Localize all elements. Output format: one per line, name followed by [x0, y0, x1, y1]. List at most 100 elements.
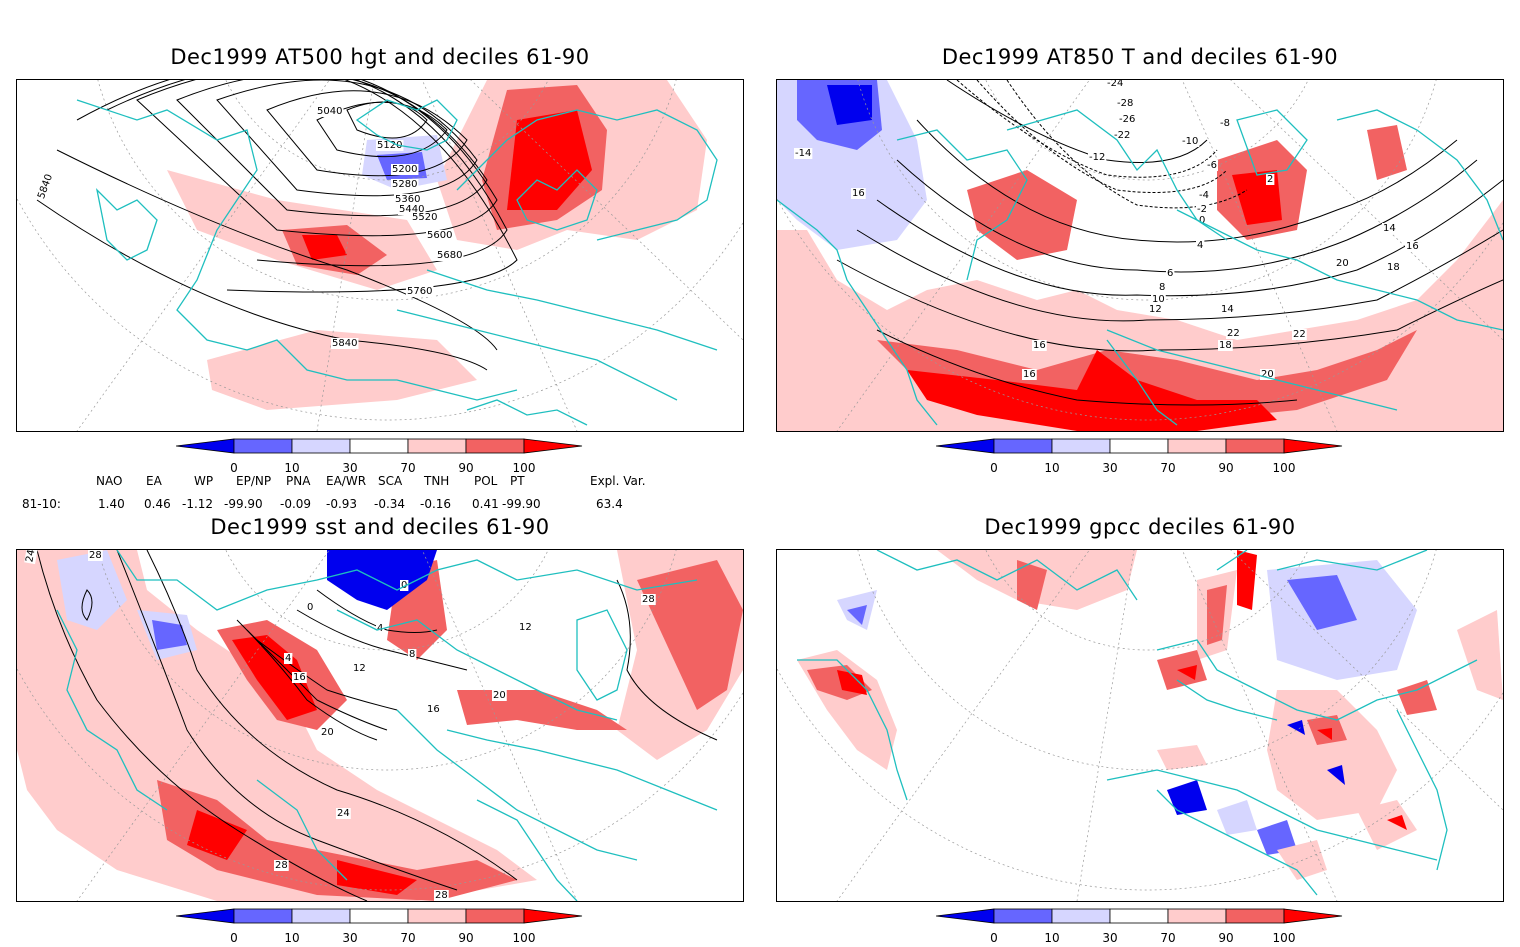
contour-label: 5760 — [407, 286, 432, 297]
anomaly-shade-red — [637, 560, 743, 710]
colorbar-z500: 0 10 30 70 90 100 — [175, 437, 596, 477]
colorbar-tick: 70 — [1160, 461, 1176, 475]
colorbar-tick: 0 — [990, 461, 998, 475]
coastlines — [797, 550, 1478, 896]
contour-label: 18 — [1219, 340, 1232, 351]
contour-label: 5360 — [395, 194, 420, 205]
anomaly-shade-blue — [152, 620, 187, 650]
contour-label: 16 — [427, 704, 440, 715]
contour-label: 16 — [1023, 369, 1036, 380]
contour-label: -10 — [1182, 136, 1198, 147]
colorbar-tick: 70 — [400, 461, 416, 475]
contour-label: 2 — [1267, 174, 1273, 185]
contour-label: 5600 — [427, 230, 452, 241]
anomaly-shade-red — [1367, 125, 1407, 180]
anomaly-shade-darkred — [907, 350, 1277, 431]
anomaly-shade-pink — [207, 330, 477, 410]
colorbar-tick: 90 — [458, 461, 474, 475]
contour-label: 4 — [285, 653, 291, 664]
contour-label: 16 — [1033, 340, 1046, 351]
contour-label: 16 — [1406, 241, 1419, 252]
panel-title-gpcc: Dec1999 gpcc deciles 61-90 — [984, 515, 1296, 539]
height-contours — [36, 80, 518, 371]
index-header: SCA — [378, 474, 403, 488]
contour-label: 4 — [1197, 240, 1203, 251]
contour-label: 12 — [353, 663, 366, 674]
anomaly-shade-pink — [17, 550, 537, 901]
contour-label: 5200 — [392, 164, 417, 175]
colorbar-scale — [175, 908, 583, 924]
anomaly-shade-darkred — [302, 235, 347, 260]
graticule — [777, 80, 1503, 431]
anomaly-shade-red — [157, 780, 517, 901]
index-header: NAO — [96, 474, 123, 488]
index-value: 1.40 — [98, 497, 125, 511]
contour-label: 8 — [409, 649, 415, 660]
contour-label: 20 — [321, 727, 334, 738]
index-header: PNA — [286, 474, 311, 488]
index-header: EA/WR — [326, 474, 367, 488]
colorbar-tick: 0 — [230, 461, 238, 475]
colorbar-tick: 100 — [1272, 461, 1296, 475]
contour-label: -22 — [1114, 130, 1130, 141]
anomaly-shade-red — [457, 690, 627, 730]
sst-contours — [36, 550, 718, 901]
colorbar-tick: 90 — [458, 931, 474, 945]
contour-label: 12 — [519, 622, 532, 633]
contour-label: 28 — [435, 890, 448, 901]
colorbar-tick: 0 — [230, 931, 238, 945]
contour-label: 4 — [377, 623, 383, 634]
colorbar-tick: 0 — [990, 931, 998, 945]
contour-label: 0 — [1199, 215, 1205, 226]
contour-label: 16 — [293, 672, 306, 683]
colorbar-tick: 70 — [1160, 931, 1176, 945]
colorbar-tick: 30 — [1102, 461, 1118, 475]
index-value: -0.34 — [374, 497, 406, 511]
map-gpcc — [777, 550, 1503, 901]
contour-label: 18 — [1387, 262, 1400, 273]
anomaly-shade-darkblue — [827, 85, 872, 125]
contour-label: 10 — [1152, 294, 1165, 305]
contour-label: 5680 — [437, 250, 462, 261]
index-value: -99.90 — [502, 497, 541, 511]
map-panel-gpcc — [776, 549, 1504, 902]
index-header: PT — [510, 474, 525, 488]
index-header: POL — [474, 474, 498, 488]
contour-label: 0 — [401, 580, 407, 591]
colorbar-tick: 100 — [512, 461, 536, 475]
contour-labels: 24 28 0 0 4 4 8 12 12 16 16 20 20 24 28 … — [24, 550, 656, 901]
contour-label: -28 — [1117, 98, 1133, 109]
coastlines — [777, 109, 1503, 426]
panel-title-t850: Dec1999 AT850 T and deciles 61-90 — [941, 45, 1339, 69]
contour-label: 5840 — [36, 173, 55, 201]
map-t850: -24 -28 -26 -22 -10 -8 -6 -12 -4 -2 0 2 … — [777, 80, 1503, 431]
anomaly-shade-red — [967, 170, 1077, 260]
contour-label: 24 — [24, 550, 37, 563]
contour-label: 28 — [275, 860, 288, 871]
contour-label: -8 — [1220, 118, 1230, 129]
contour-label: 14 — [1221, 304, 1234, 315]
coastlines — [76, 99, 718, 426]
index-header: EP/NP — [236, 474, 272, 488]
index-header: EA — [146, 474, 162, 488]
contour-label: 6 — [1167, 268, 1173, 279]
contour-label: -12 — [1089, 152, 1105, 163]
contour-label: 20 — [493, 690, 506, 701]
contour-label: -6 — [1207, 160, 1217, 171]
index-header: Expl. Var. — [590, 474, 646, 488]
precip-deciles — [797, 550, 1503, 880]
colorbar-tick: 100 — [1272, 931, 1296, 945]
colorbar-tick: 10 — [1044, 931, 1060, 945]
contour-label: -24 — [1107, 80, 1123, 89]
anomaly-shade-darkred — [232, 635, 317, 720]
contour-label: 16 — [852, 188, 865, 199]
map-panel-z500: 5040 5120 5200 5280 5360 5440 5520 5600 … — [16, 79, 744, 432]
map-panel-t850: -24 -28 -26 -22 -10 -8 -6 -12 -4 -2 0 2 … — [776, 79, 1504, 432]
colorbar-tick: 10 — [284, 461, 300, 475]
colorbar-tick: 30 — [1102, 931, 1118, 945]
colorbar-tick: 90 — [1218, 931, 1234, 945]
contour-label: 5040 — [317, 106, 342, 117]
anomaly-shade-darkred — [187, 810, 417, 895]
colorbar-gpcc: 0 10 30 70 90 100 — [935, 907, 1356, 947]
colorbar-tick: 90 — [1218, 461, 1234, 475]
